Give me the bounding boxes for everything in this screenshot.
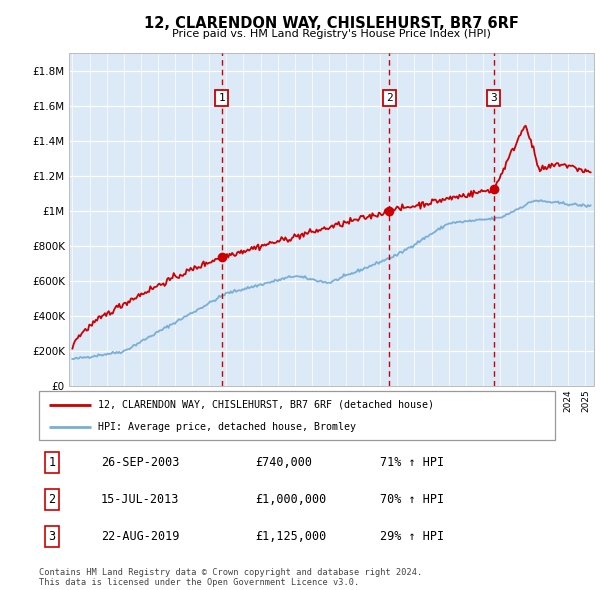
Text: 1: 1 <box>218 93 225 103</box>
Text: 3: 3 <box>49 530 55 543</box>
Text: 29% ↑ HPI: 29% ↑ HPI <box>380 530 443 543</box>
Text: 2: 2 <box>49 493 55 506</box>
Text: 26-SEP-2003: 26-SEP-2003 <box>101 456 179 469</box>
Text: £1,125,000: £1,125,000 <box>256 530 327 543</box>
Text: 15-JUL-2013: 15-JUL-2013 <box>101 493 179 506</box>
Text: Contains HM Land Registry data © Crown copyright and database right 2024.
This d: Contains HM Land Registry data © Crown c… <box>39 568 422 587</box>
Text: 71% ↑ HPI: 71% ↑ HPI <box>380 456 443 469</box>
Text: 3: 3 <box>491 93 497 103</box>
Text: Price paid vs. HM Land Registry's House Price Index (HPI): Price paid vs. HM Land Registry's House … <box>172 29 491 39</box>
Text: 22-AUG-2019: 22-AUG-2019 <box>101 530 179 543</box>
Text: 12, CLARENDON WAY, CHISLEHURST, BR7 6RF (detached house): 12, CLARENDON WAY, CHISLEHURST, BR7 6RF … <box>98 399 434 409</box>
Text: 70% ↑ HPI: 70% ↑ HPI <box>380 493 443 506</box>
Title: 12, CLARENDON WAY, CHISLEHURST, BR7 6RF: 12, CLARENDON WAY, CHISLEHURST, BR7 6RF <box>144 16 519 31</box>
Text: 2: 2 <box>386 93 393 103</box>
Text: £740,000: £740,000 <box>256 456 313 469</box>
FancyBboxPatch shape <box>39 391 555 440</box>
Text: HPI: Average price, detached house, Bromley: HPI: Average price, detached house, Brom… <box>98 422 356 432</box>
Text: £1,000,000: £1,000,000 <box>256 493 327 506</box>
Text: 1: 1 <box>49 456 55 469</box>
